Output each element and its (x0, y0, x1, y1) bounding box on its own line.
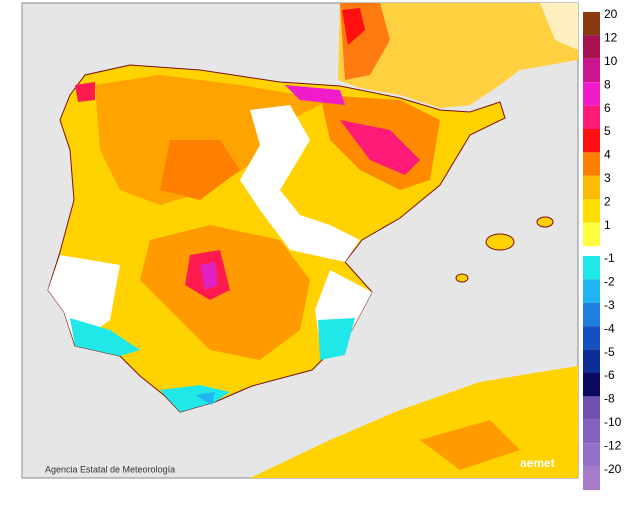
legend-label: -6 (604, 368, 615, 382)
island (455, 273, 469, 283)
logo: aemet (520, 456, 555, 470)
legend-swatch (583, 419, 600, 444)
legend-label: -5 (604, 345, 615, 359)
legend-swatch (583, 279, 600, 303)
warm-area (342, 8, 365, 45)
legend-swatch (583, 222, 600, 246)
legend-swatch (583, 35, 600, 59)
warm-area (200, 262, 218, 290)
legend-swatch (583, 58, 600, 83)
cold-area (160, 385, 230, 412)
legend-label: -4 (604, 321, 615, 335)
map: Agencia Estatal de Meteorología aemet (21, 2, 579, 479)
legend-swatch (583, 129, 600, 153)
warm-area (285, 85, 345, 105)
legend-swatch (583, 302, 600, 327)
legend-swatch (583, 105, 600, 129)
warm-area (420, 420, 520, 470)
legend-label: 6 (604, 101, 611, 115)
legend-label: 1 (604, 218, 611, 232)
legend-swatch (583, 199, 600, 223)
legend-swatch (583, 256, 600, 280)
legend-label: -2 (604, 275, 615, 289)
island (536, 216, 554, 228)
legend-label: -3 (604, 298, 615, 312)
legend-label: -8 (604, 392, 615, 406)
neutral-area (48, 255, 120, 345)
legend-label: 2 (604, 194, 611, 208)
warm-area (75, 82, 95, 102)
warm-area (540, 3, 578, 50)
legend-swatch (583, 82, 600, 106)
legend-label: -10 (604, 415, 622, 429)
legend-label: -12 (604, 438, 622, 452)
legend-swatch (583, 443, 600, 467)
legend-swatch (583, 466, 600, 490)
legend-label: -1 (604, 251, 615, 265)
legend: 20 12 10 8 6 5 4 3 2 1 -1 -2 -3 -4 -5 -6 -8 -10 -12 -20 (583, 7, 622, 490)
legend-label: 20 (604, 7, 618, 21)
legend-swatch (583, 349, 600, 373)
legend-label: 3 (604, 171, 611, 185)
legend-label: 8 (604, 77, 611, 91)
legend-swatch (583, 12, 600, 36)
legend-label: 10 (604, 54, 618, 68)
cold-area (318, 318, 355, 360)
island (485, 233, 515, 251)
credit: Agencia Estatal de Meteorología (45, 464, 175, 474)
legend-swatch (583, 152, 600, 176)
legend-label: 12 (604, 31, 618, 45)
legend-swatch (583, 373, 600, 397)
legend-swatch (583, 326, 600, 350)
legend-label: -20 (604, 462, 622, 476)
warm-area (160, 140, 240, 200)
neutral-area (240, 105, 360, 262)
legend-label: 4 (604, 148, 611, 162)
legend-swatch (583, 396, 600, 420)
cold-area (195, 392, 215, 405)
legend-swatch (583, 175, 600, 200)
cold-area (70, 318, 140, 356)
legend-label: 5 (604, 124, 611, 138)
warm-area (340, 120, 420, 175)
france (338, 3, 578, 108)
